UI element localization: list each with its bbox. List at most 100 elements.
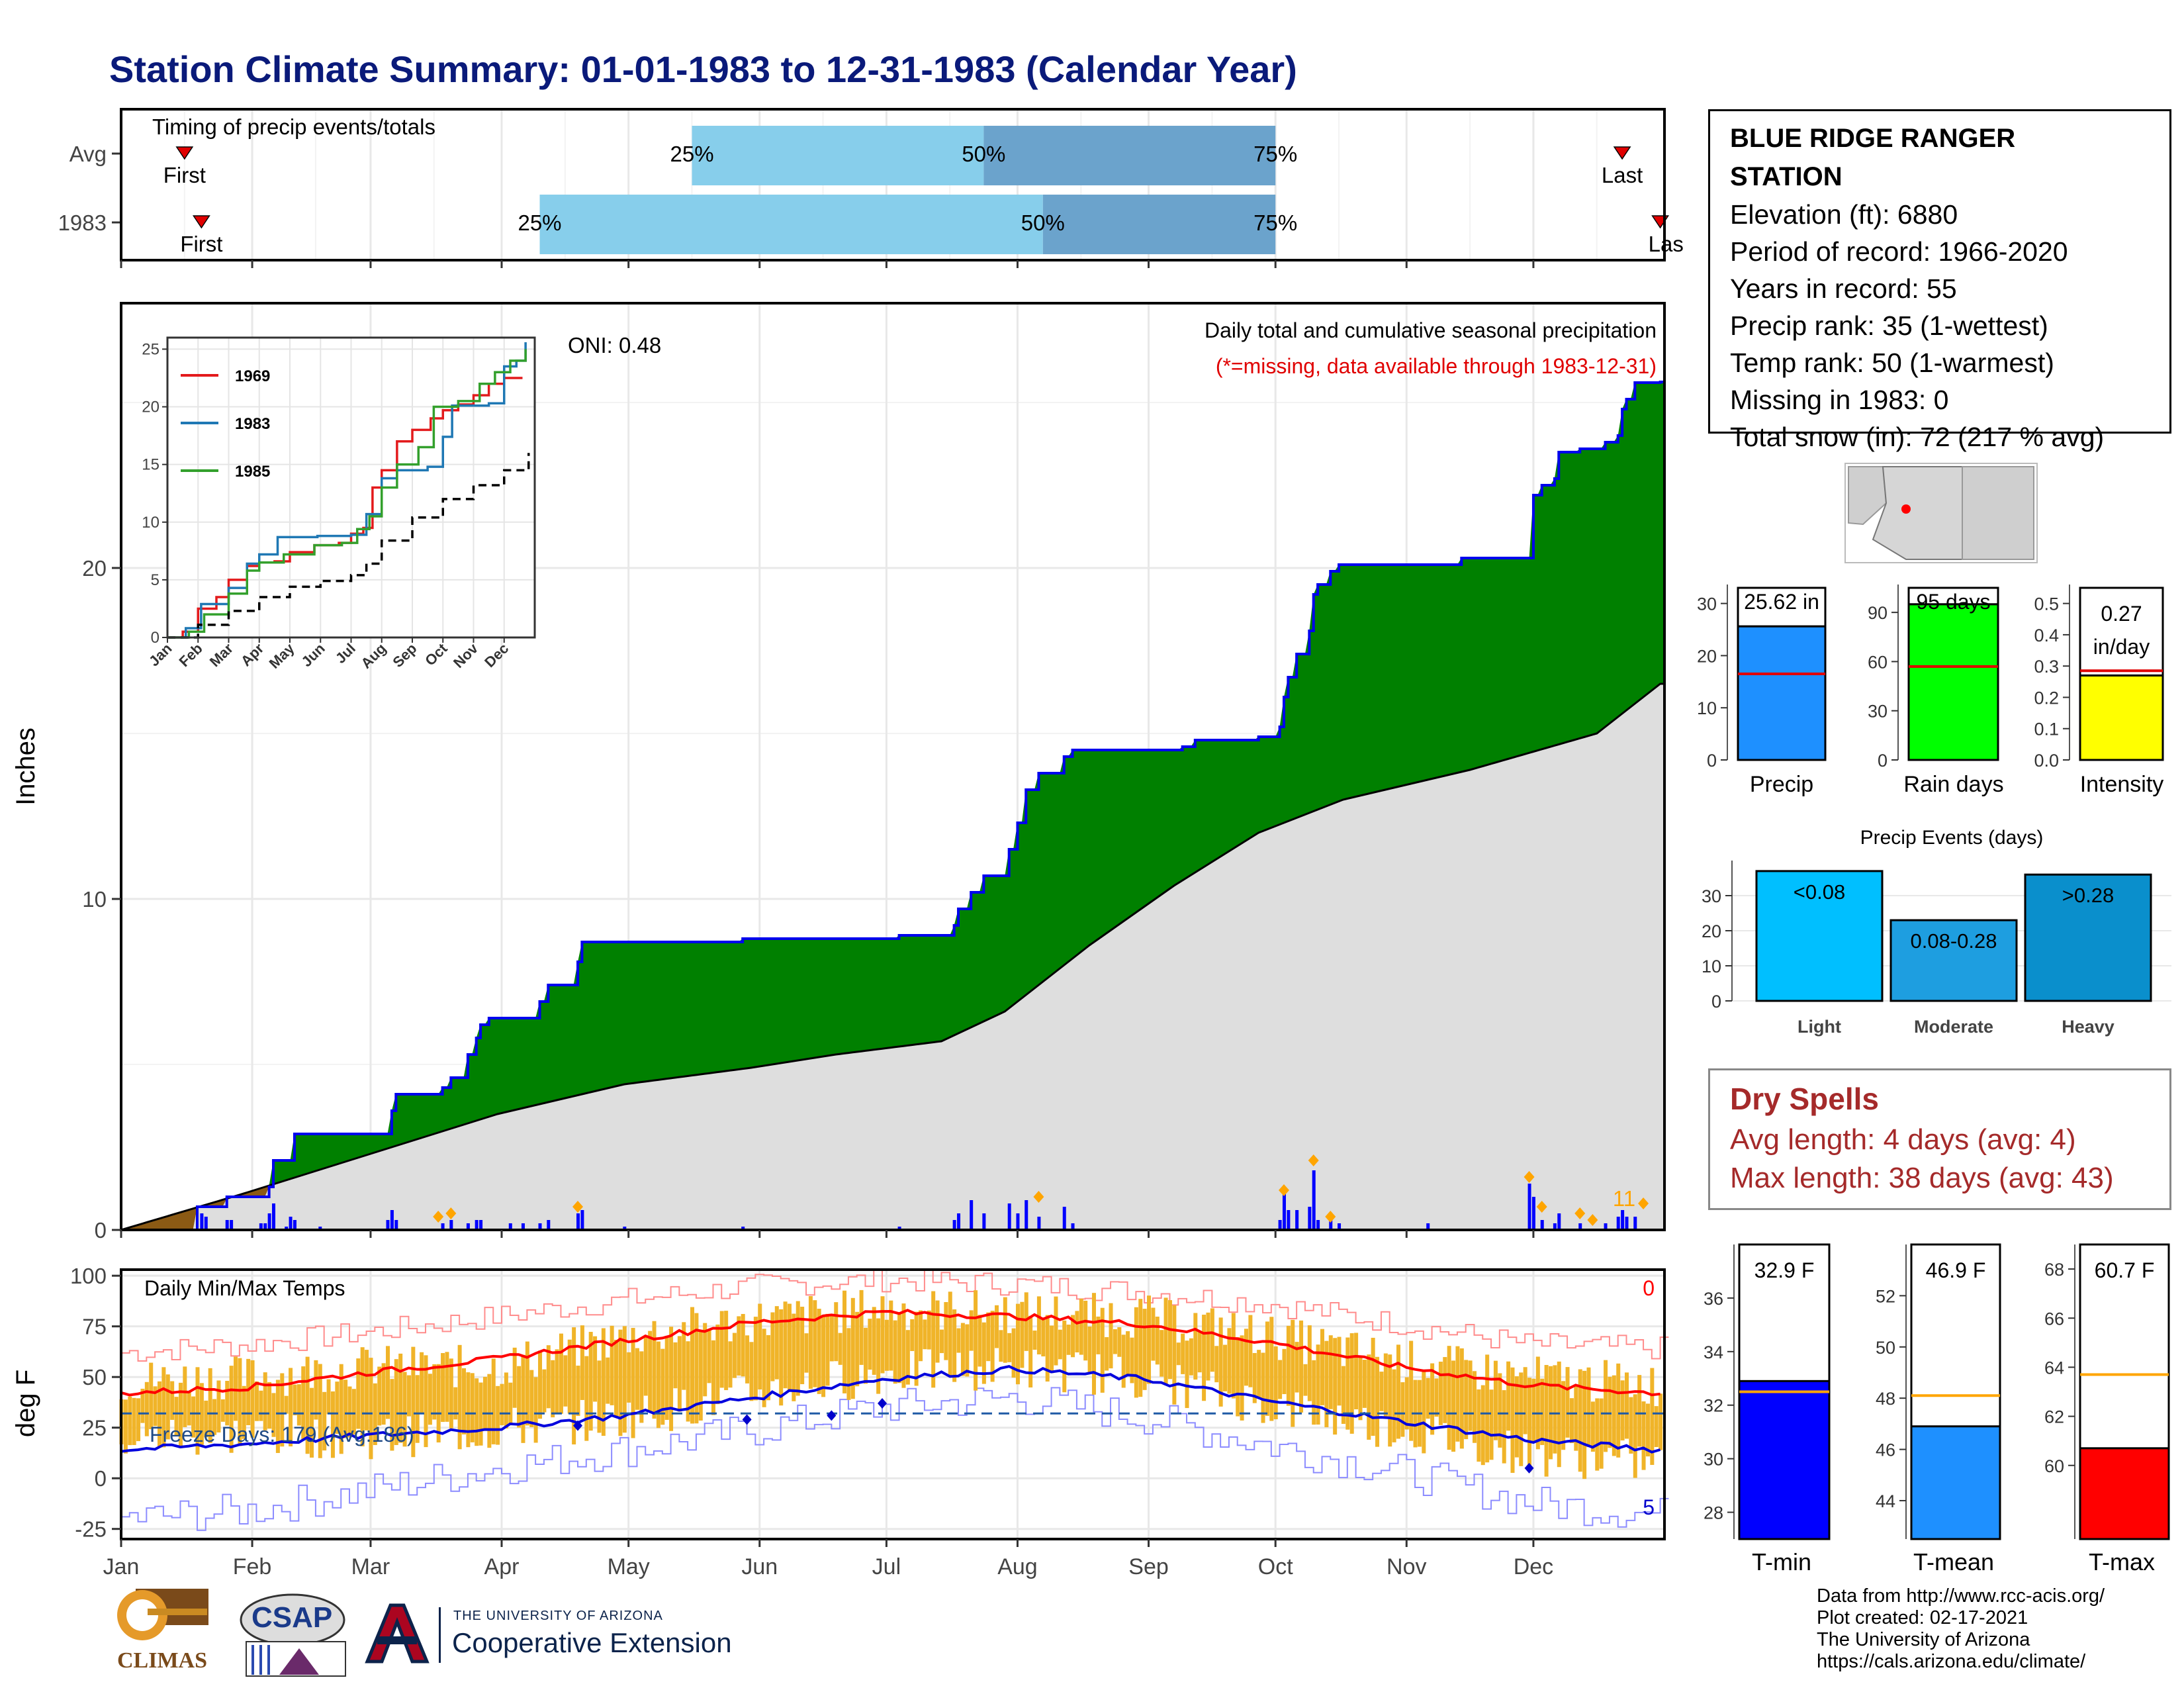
daily-temp-bar bbox=[1197, 1331, 1202, 1373]
precip-daily-bar bbox=[1527, 1184, 1531, 1230]
tsum-ytick-label: 66 bbox=[2044, 1309, 2064, 1329]
daily-temp-bar bbox=[627, 1352, 631, 1403]
daily-temp-bar bbox=[478, 1382, 483, 1446]
daily-temp-bar bbox=[1650, 1368, 1655, 1465]
daily-temp-bar bbox=[618, 1329, 623, 1436]
daily-temp-bar bbox=[673, 1342, 678, 1389]
daily-temp-bar bbox=[990, 1311, 995, 1382]
daily-temp-bar bbox=[1544, 1365, 1549, 1477]
daily-temp-bar bbox=[1172, 1305, 1177, 1405]
daily-temp-bar bbox=[1443, 1357, 1447, 1423]
daily-temp-bar bbox=[813, 1300, 817, 1387]
daily-temp-bar bbox=[876, 1318, 881, 1394]
precip-caption: Daily total and cumulative seasonal prec… bbox=[1205, 318, 1657, 342]
summary-ytick-label: 0.2 bbox=[2034, 688, 2059, 708]
daily-temp-bar bbox=[402, 1372, 407, 1447]
daily-temp-bar bbox=[880, 1296, 885, 1374]
daily-temp-bar bbox=[254, 1381, 259, 1421]
daily-temp-bar bbox=[622, 1326, 627, 1433]
daily-temp-bar bbox=[343, 1380, 348, 1438]
daily-temp-bar bbox=[1126, 1331, 1130, 1376]
daily-temp-bar bbox=[669, 1327, 674, 1431]
daily-temp-bar bbox=[1404, 1377, 1409, 1430]
ua-a-icon bbox=[365, 1603, 430, 1664]
daily-temp-bar bbox=[322, 1391, 327, 1451]
daily-temp-bar bbox=[859, 1289, 864, 1365]
daily-temp-bar bbox=[533, 1377, 538, 1443]
daily-temp-bar bbox=[660, 1348, 665, 1425]
daily-temp-bar bbox=[1519, 1372, 1524, 1466]
daily-temp-bar bbox=[351, 1389, 356, 1435]
credit-line: Data from http://www.rcc-acis.org/ bbox=[1817, 1585, 2105, 1607]
precip-daily-bar bbox=[1287, 1210, 1291, 1230]
precip-daily-bar bbox=[1007, 1203, 1011, 1230]
daily-temp-bar bbox=[1282, 1348, 1287, 1395]
daily-temp-bar bbox=[944, 1302, 948, 1360]
daily-temp-bar bbox=[703, 1323, 707, 1397]
daily-temp-bar bbox=[1620, 1380, 1625, 1440]
timing-quartile-bar bbox=[539, 195, 1043, 254]
precip-daily-bar bbox=[982, 1213, 986, 1230]
daily-temp-bar bbox=[1582, 1370, 1587, 1479]
daily-temp-bar bbox=[745, 1335, 750, 1383]
daily-temp-bar bbox=[981, 1322, 986, 1384]
tsum-ytick-label: 62 bbox=[2044, 1407, 2064, 1427]
precip-daily-bar bbox=[508, 1223, 512, 1230]
daily-temp-bar bbox=[310, 1387, 314, 1458]
daily-temp-bar bbox=[1608, 1376, 1612, 1448]
daily-temp-bar bbox=[1523, 1367, 1527, 1434]
daily-temp-bar bbox=[1489, 1389, 1494, 1460]
summary-ytick-label: 30 bbox=[1697, 594, 1717, 614]
daily-temp-bar bbox=[1324, 1340, 1329, 1428]
record-max-line bbox=[121, 1268, 1669, 1362]
event-bar-label: <0.08 bbox=[1794, 880, 1845, 904]
precip-daily-bar bbox=[293, 1220, 296, 1230]
daily-temp-bar bbox=[804, 1333, 809, 1373]
precip-avg-line bbox=[120, 682, 1664, 1231]
daily-temp-bar bbox=[1218, 1317, 1223, 1407]
daily-temp-bar bbox=[1291, 1319, 1295, 1427]
daily-temp-bar bbox=[1434, 1378, 1439, 1417]
timing-pct-label: 25% bbox=[670, 142, 713, 166]
daily-temp-bar bbox=[1028, 1315, 1033, 1387]
daily-temp-bar bbox=[165, 1374, 170, 1440]
daily-temp-bar bbox=[136, 1398, 141, 1442]
tsum-ytick-label: 32 bbox=[1704, 1396, 1723, 1416]
tsum-category-label: T-mean bbox=[1913, 1548, 1994, 1575]
daily-temp-bar bbox=[1138, 1299, 1143, 1397]
precip-daily-bar bbox=[1282, 1190, 1286, 1230]
daily-temp-bar bbox=[792, 1313, 796, 1401]
precip-ylabel: Inches bbox=[11, 727, 40, 806]
daily-temp-bar bbox=[952, 1309, 957, 1382]
daily-temp-bar bbox=[1333, 1338, 1338, 1435]
daily-temp-bar bbox=[1426, 1378, 1430, 1419]
daily-temp-bar bbox=[1514, 1376, 1519, 1458]
daily-temp-bar bbox=[1604, 1360, 1608, 1452]
daily-temp-bar bbox=[1455, 1346, 1460, 1442]
daily-temp-bar bbox=[770, 1312, 775, 1382]
precip-daily-bar bbox=[1071, 1223, 1075, 1230]
daily-temp-bar bbox=[1045, 1315, 1050, 1382]
record-low-marker bbox=[1524, 1462, 1534, 1474]
precip-daily-bar bbox=[957, 1213, 961, 1230]
daily-temp-bar bbox=[1071, 1315, 1075, 1358]
daily-temp-bar bbox=[656, 1341, 660, 1429]
event-bar bbox=[1755, 870, 1884, 1002]
daily-temp-bar bbox=[1367, 1354, 1371, 1440]
precip-daily-bar bbox=[1278, 1220, 1282, 1230]
snow-marker bbox=[1638, 1197, 1649, 1209]
snow-marker bbox=[1587, 1214, 1598, 1226]
daily-temp-bar bbox=[762, 1329, 766, 1407]
dry-spells-heading: Dry Spells bbox=[1730, 1082, 1879, 1116]
daily-temp-bar bbox=[914, 1311, 919, 1386]
daily-temp-bar bbox=[1307, 1325, 1312, 1401]
daily-temp-bar bbox=[1214, 1346, 1219, 1383]
daily-temp-bar bbox=[711, 1340, 715, 1415]
daily-temp-bar bbox=[496, 1385, 500, 1445]
precip-daily-bar bbox=[1578, 1223, 1582, 1230]
daily-temp-bar bbox=[491, 1358, 496, 1444]
daily-temp-bar bbox=[1561, 1381, 1566, 1450]
daily-temp-bar bbox=[1167, 1300, 1172, 1380]
dry-spells-max: Max length: 38 days (avg: 43) bbox=[1730, 1162, 2114, 1194]
daily-temp-bar bbox=[1054, 1296, 1058, 1366]
